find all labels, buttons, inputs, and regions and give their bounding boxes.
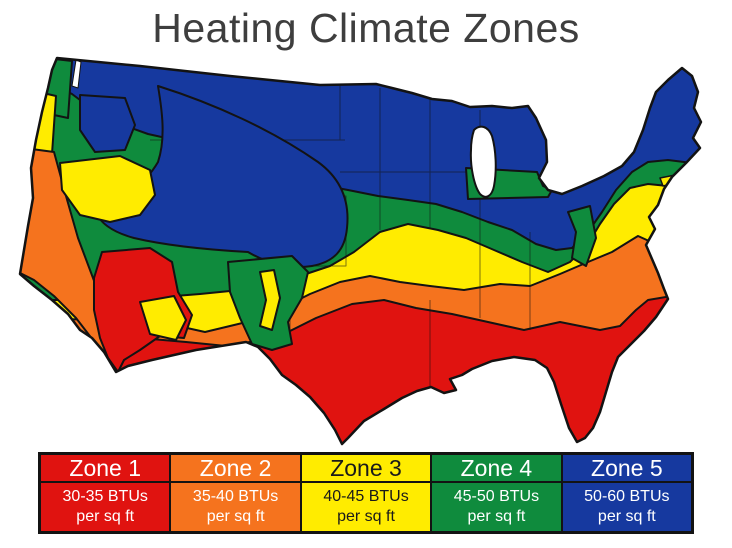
zone-4-btus: 45-50 BTUs per sq ft <box>432 483 560 531</box>
lake-michigan <box>469 125 497 198</box>
zone-5-btus-line1: 50-60 BTUs <box>584 488 670 505</box>
region-zone5-cascades <box>79 94 136 153</box>
legend-column-zone-4: Zone 4 45-50 BTUs per sq ft <box>432 455 561 531</box>
zone-1-btus-line1: 30-35 BTUs <box>62 488 148 505</box>
region-zone3-california-valley <box>59 155 156 223</box>
zone-2-header: Zone 2 <box>171 455 300 483</box>
zone-5-btus-line2: per sq ft <box>597 508 656 525</box>
zone-3-header: Zone 3 <box>301 455 431 483</box>
zone-5-header: Zone 5 <box>562 455 692 483</box>
region-zone3-nm-mountain-sliver <box>259 269 281 331</box>
legend-column-zone-1: Zone 1 30-35 BTUs per sq ft <box>41 455 170 531</box>
zone-2-btus: 35-40 BTUs per sq ft <box>171 483 299 531</box>
zone-1-btus: 30-35 BTUs per sq ft <box>41 483 169 531</box>
zone-4-btus-line1: 45-50 BTUs <box>453 488 540 505</box>
zone-4-header: Zone 4 <box>432 455 561 483</box>
zone-1-btus-line2: per sq ft <box>76 508 135 525</box>
legend-column-zone-3: Zone 3 40-45 BTUs per sq ft <box>301 455 431 531</box>
us-outline <box>18 56 703 446</box>
legend-column-zone-5: Zone 5 50-60 BTUs per sq ft <box>562 455 692 531</box>
region-zone3-arizona-patch <box>139 295 187 341</box>
zone-2-btus-line1: 35-40 BTUs <box>192 488 279 505</box>
zone-4-btus-line2: per sq ft <box>467 508 526 525</box>
zone-5-btus: 50-60 BTUs per sq ft <box>563 483 691 531</box>
page-title: Heating Climate Zones <box>152 5 580 51</box>
region-zone4-appalachia <box>567 205 597 267</box>
zone-3-btus: 40-45 BTUs per sq ft <box>302 483 430 531</box>
zone-2-btus-line2: per sq ft <box>206 508 265 525</box>
zone-3-btus-line2: per sq ft <box>337 508 395 525</box>
legend-column-zone-2: Zone 2 35-40 BTUs per sq ft <box>171 455 300 531</box>
zone-3-btus-line1: 40-45 BTUs <box>323 488 409 505</box>
legend-table: Zone 1 30-35 BTUs per sq ft Zone 2 35-40… <box>38 452 694 534</box>
zone-1-header: Zone 1 <box>41 455 170 483</box>
